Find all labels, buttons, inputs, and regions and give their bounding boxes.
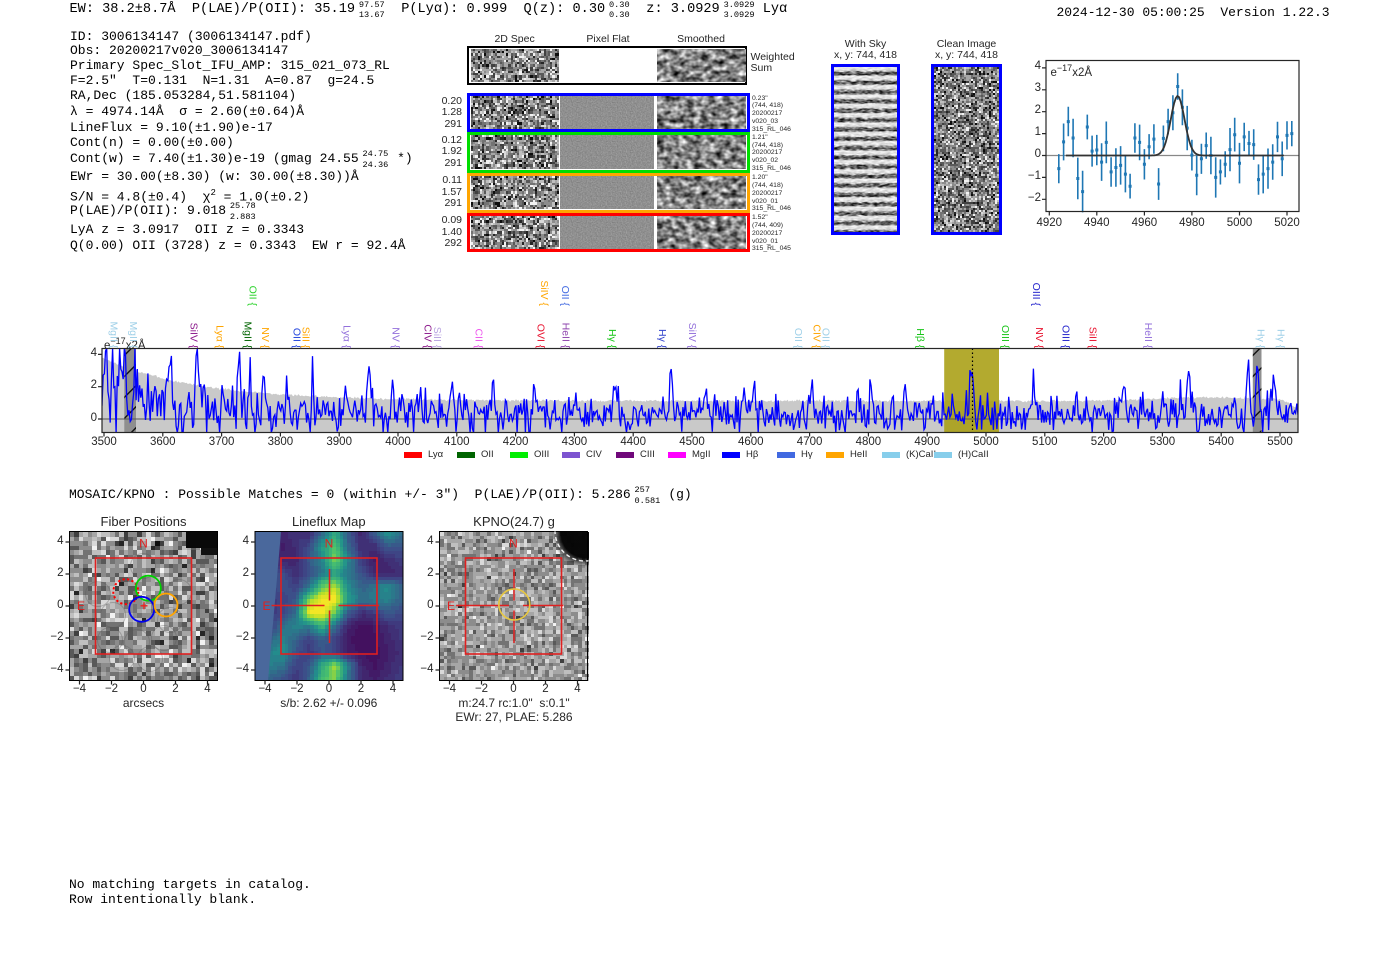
svg-text:SiIV {: SiIV { bbox=[538, 280, 550, 306]
svg-text:OII {: OII { bbox=[559, 286, 571, 307]
svg-text:Lyα {: Lyα { bbox=[341, 325, 353, 349]
svg-text:SiIV {: SiIV { bbox=[188, 323, 200, 349]
svg-text:CIV {: CIV { bbox=[422, 324, 434, 348]
svg-text:CII {: CII { bbox=[473, 328, 485, 348]
svg-text:OII {: OII { bbox=[291, 328, 303, 349]
svg-text:Hγ {: Hγ { bbox=[606, 329, 618, 349]
svg-text:NV {: NV { bbox=[1033, 327, 1045, 349]
svg-text:Hβ {: Hβ { bbox=[914, 328, 926, 349]
svg-text:HeII {: HeII { bbox=[1142, 323, 1154, 349]
svg-text:Hγ {: Hγ { bbox=[1255, 329, 1267, 349]
svg-text:HeII {: HeII { bbox=[560, 323, 572, 349]
svg-text:MgII {: MgII { bbox=[242, 321, 254, 348]
svg-text:SiII {: SiII { bbox=[1087, 327, 1099, 349]
svg-text:Lyα {: Lyα { bbox=[214, 325, 226, 349]
svg-text:Hγ {: Hγ { bbox=[656, 329, 668, 349]
svg-text:OII {: OII { bbox=[792, 328, 804, 349]
svg-text:CIV {: CIV { bbox=[811, 324, 823, 348]
svg-text:OII {: OII { bbox=[820, 328, 832, 349]
svg-text:OIII {: OIII { bbox=[999, 325, 1011, 349]
svg-text:OIII {: OIII { bbox=[1060, 325, 1072, 349]
svg-text:Hγ {: Hγ { bbox=[1275, 329, 1287, 349]
svg-text:SiII {: SiII { bbox=[431, 327, 443, 349]
svg-text:OII {: OII { bbox=[247, 286, 259, 307]
svg-text:OIII {: OIII { bbox=[1030, 283, 1042, 307]
svg-text:NV {: NV { bbox=[390, 327, 402, 349]
svg-text:NV {: NV { bbox=[259, 327, 271, 349]
svg-text:SiII {: SiII { bbox=[300, 327, 312, 349]
svg-text:SiIV {: SiIV { bbox=[686, 323, 698, 349]
svg-text:OVI {: OVI { bbox=[535, 324, 547, 349]
